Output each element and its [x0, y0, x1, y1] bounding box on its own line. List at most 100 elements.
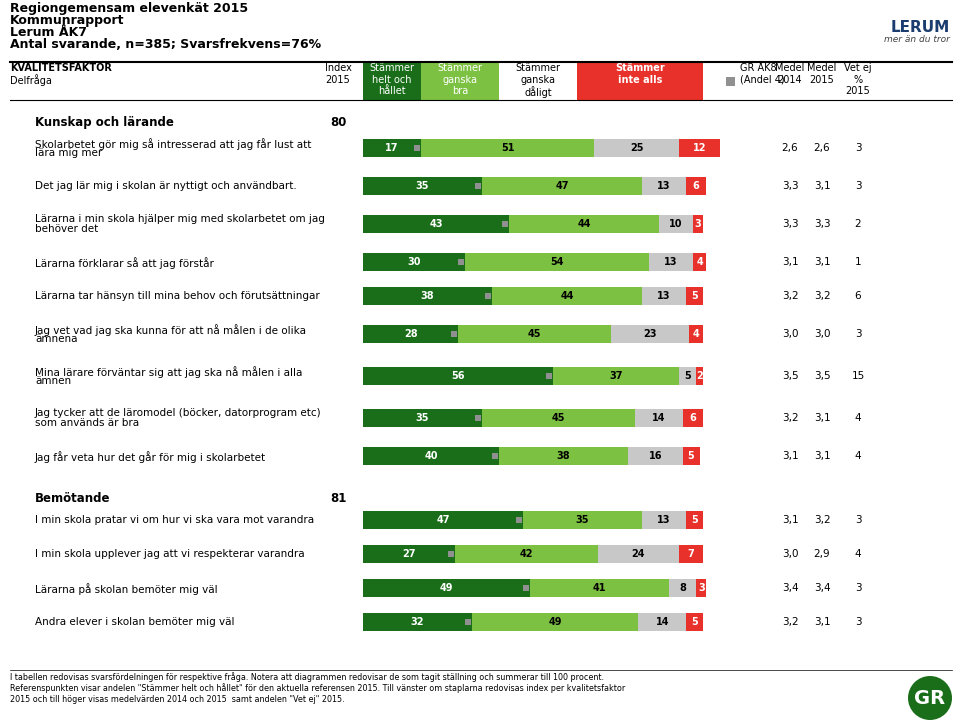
Text: 23: 23 — [643, 329, 657, 339]
Text: 3: 3 — [854, 617, 861, 627]
Text: LERUM: LERUM — [891, 20, 950, 36]
Text: 2: 2 — [696, 371, 703, 381]
Text: 49: 49 — [440, 583, 453, 593]
Text: 25: 25 — [630, 143, 643, 153]
Bar — [465, 619, 470, 625]
Bar — [628, 447, 683, 465]
Text: Jag vet vad jag ska kunna för att nå målen i de olika: Jag vet vad jag ska kunna för att nå mål… — [35, 324, 307, 336]
Bar — [509, 215, 659, 233]
Bar — [492, 287, 642, 305]
Text: 10: 10 — [669, 219, 683, 229]
Bar — [693, 253, 707, 271]
Bar — [680, 139, 720, 157]
Text: 3,1: 3,1 — [781, 451, 799, 461]
Text: 3,3: 3,3 — [814, 219, 830, 229]
Bar — [642, 287, 686, 305]
Text: Lerum ÅK7: Lerum ÅK7 — [10, 26, 87, 39]
Text: 44: 44 — [561, 291, 574, 301]
Text: 42: 42 — [519, 549, 533, 559]
Text: Lärarna tar hänsyn till mina behov och förutsättningar: Lärarna tar hänsyn till mina behov och f… — [35, 291, 320, 301]
Text: som används är bra: som används är bra — [35, 418, 139, 428]
Bar — [363, 545, 455, 563]
Text: Delfråga: Delfråga — [10, 74, 52, 86]
Bar — [546, 373, 552, 379]
Text: 4: 4 — [696, 257, 703, 267]
Text: 2,6: 2,6 — [781, 143, 799, 153]
Text: 3,1: 3,1 — [814, 257, 830, 267]
Bar — [363, 511, 523, 529]
Text: 3,5: 3,5 — [781, 371, 799, 381]
Text: Stämmer
inte alls: Stämmer inte alls — [615, 63, 665, 84]
Bar — [482, 409, 635, 427]
Text: ämnen: ämnen — [35, 376, 71, 386]
Bar — [451, 331, 457, 337]
Text: 3,5: 3,5 — [814, 371, 830, 381]
Text: mer än du tror: mer än du tror — [884, 36, 950, 44]
Text: 2,9: 2,9 — [814, 549, 830, 559]
Bar — [649, 253, 693, 271]
Text: 5: 5 — [684, 371, 691, 381]
Text: I min skola upplever jag att vi respekterar varandra: I min skola upplever jag att vi respekte… — [35, 549, 304, 559]
Text: Medel
2015: Medel 2015 — [807, 63, 837, 84]
Bar — [475, 183, 481, 189]
Bar — [553, 367, 679, 385]
Bar — [363, 139, 420, 157]
Text: Lärarna förklarar så att jag förstår: Lärarna förklarar så att jag förstår — [35, 257, 214, 269]
Text: GR ÅK8
(Andel 4): GR ÅK8 (Andel 4) — [740, 63, 784, 84]
Text: Stämmer
ganska
dåligt: Stämmer ganska dåligt — [516, 63, 561, 98]
Bar — [612, 325, 689, 343]
Text: 56: 56 — [451, 371, 465, 381]
Bar — [363, 325, 458, 343]
Text: 3,1: 3,1 — [814, 413, 830, 423]
Text: 37: 37 — [610, 371, 623, 381]
Text: 17: 17 — [385, 143, 398, 153]
Text: 14: 14 — [652, 413, 665, 423]
Text: 4: 4 — [854, 413, 861, 423]
Text: 3,2: 3,2 — [781, 291, 799, 301]
Text: 3,0: 3,0 — [814, 329, 830, 339]
Bar — [686, 511, 703, 529]
Bar — [686, 287, 703, 305]
Text: I tabellen redovisas svarsfördelningen för respektive fråga. Notera att diagramm: I tabellen redovisas svarsfördelningen f… — [10, 672, 625, 704]
Bar — [363, 177, 482, 195]
Text: 7: 7 — [687, 549, 694, 559]
Text: Antal svarande, n=385; Svarsfrekvens=76%: Antal svarande, n=385; Svarsfrekvens=76% — [10, 38, 322, 51]
Bar — [659, 215, 693, 233]
Text: 35: 35 — [576, 515, 589, 525]
Text: 38: 38 — [557, 451, 570, 461]
Bar — [686, 613, 703, 631]
Text: 38: 38 — [420, 291, 435, 301]
Text: 3,1: 3,1 — [781, 257, 799, 267]
Text: 35: 35 — [416, 413, 429, 423]
Text: 49: 49 — [548, 617, 562, 627]
Text: lära mig mer: lära mig mer — [35, 148, 103, 158]
Text: 5: 5 — [691, 617, 698, 627]
Text: 3,1: 3,1 — [814, 451, 830, 461]
Text: 13: 13 — [658, 291, 671, 301]
Bar — [642, 511, 686, 529]
Text: 3,2: 3,2 — [781, 617, 799, 627]
Bar — [499, 447, 628, 465]
Text: 30: 30 — [407, 257, 420, 267]
Bar — [363, 287, 492, 305]
Text: 3,1: 3,1 — [814, 181, 830, 191]
Bar — [689, 325, 703, 343]
Text: 3: 3 — [854, 181, 861, 191]
Text: 43: 43 — [429, 219, 443, 229]
Bar — [679, 367, 696, 385]
Text: 41: 41 — [592, 583, 606, 593]
Bar — [414, 145, 420, 151]
Bar — [363, 215, 509, 233]
Bar — [458, 325, 612, 343]
Text: 54: 54 — [550, 257, 564, 267]
Text: 14: 14 — [656, 617, 669, 627]
Text: 6: 6 — [689, 413, 696, 423]
Text: 45: 45 — [528, 329, 541, 339]
Text: 40: 40 — [424, 451, 438, 461]
Text: 2: 2 — [854, 219, 861, 229]
Text: 45: 45 — [552, 413, 565, 423]
Text: 3,0: 3,0 — [781, 549, 799, 559]
Text: 47: 47 — [555, 181, 568, 191]
Text: 3: 3 — [854, 515, 861, 525]
Text: 3: 3 — [854, 329, 861, 339]
